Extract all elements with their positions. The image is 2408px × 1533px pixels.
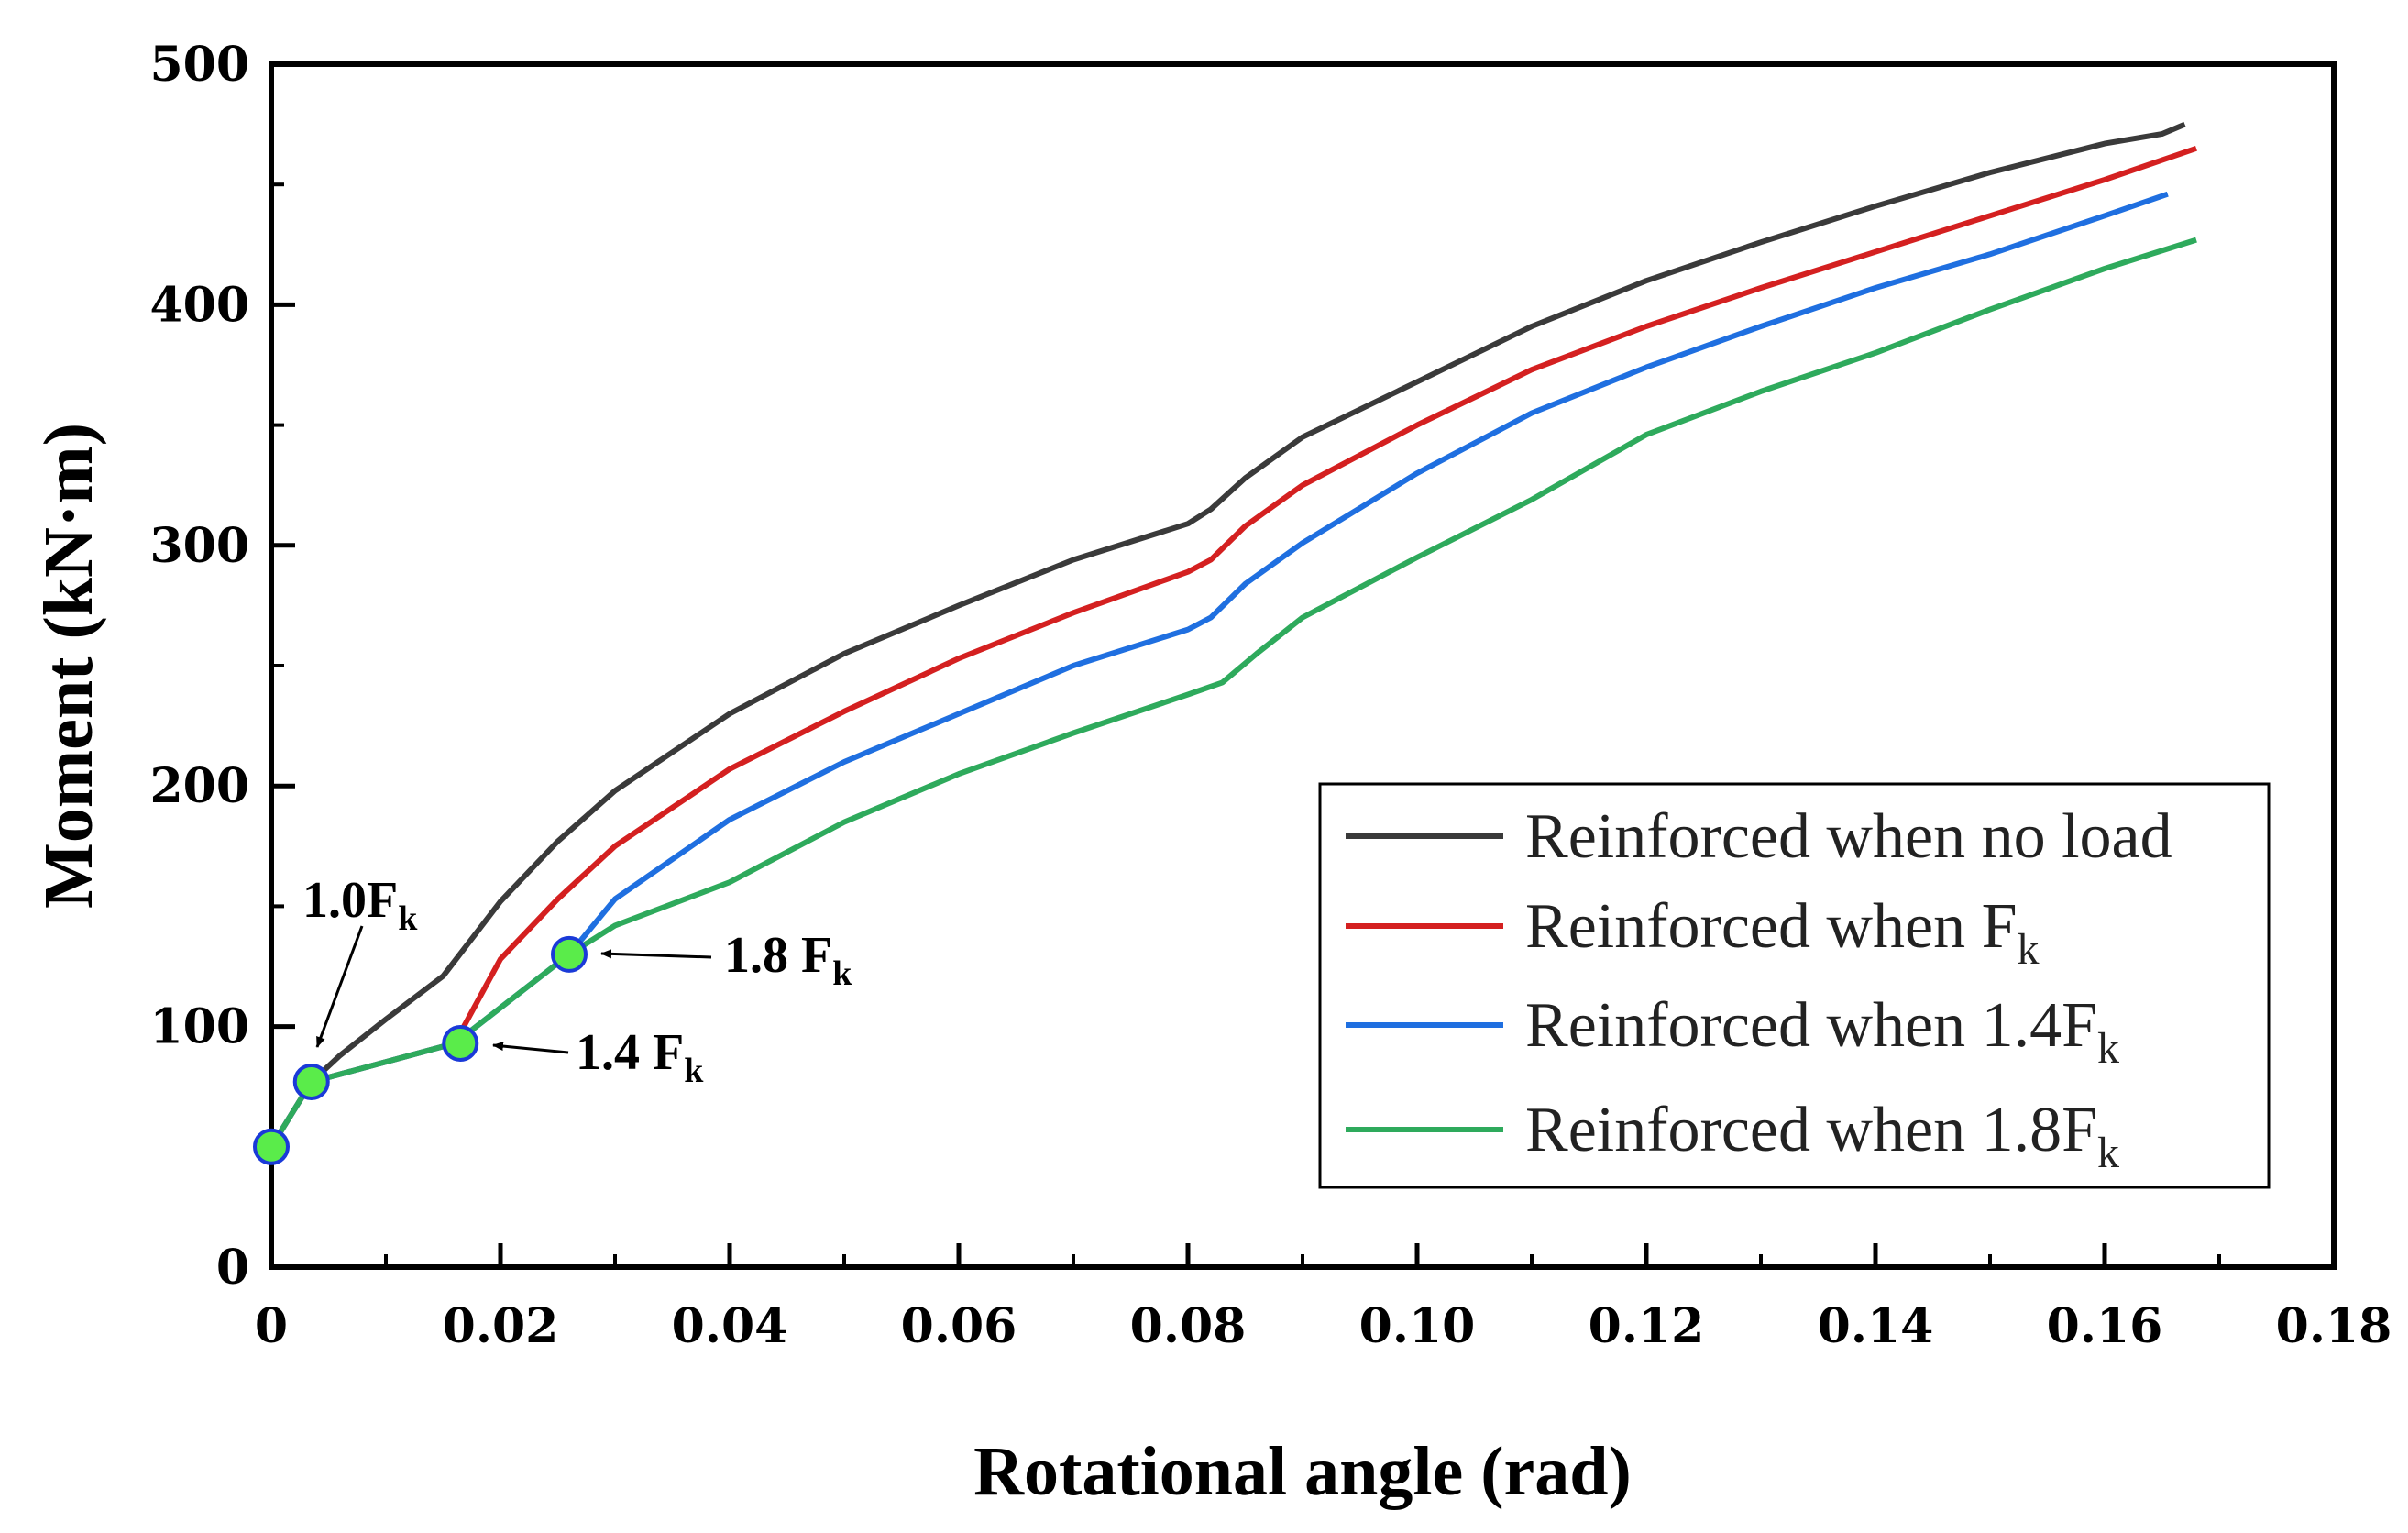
series-line-1: [269, 145, 2197, 1149]
x-tick-label: 0.12: [1589, 1298, 1705, 1354]
x-tick-label: 0.04: [672, 1298, 788, 1354]
x-tick-label: 0.16: [2047, 1298, 2163, 1354]
annotation-arrow-1-0fk: [315, 925, 364, 1048]
series-line-0: [269, 121, 2186, 1149]
y-tick-label: 200: [149, 758, 249, 814]
load-point-marker-0: [253, 1128, 290, 1165]
legend-label-no-load: Reinforced when no load: [1525, 801, 2172, 872]
y-tick-label: 0: [216, 1240, 249, 1296]
y-tick-label: 500: [149, 37, 249, 93]
marker-layer: [253, 935, 588, 1165]
y-tick-label: 100: [149, 999, 249, 1055]
legend-label-1-4fk: Reinforced when 1.4Fk: [1525, 990, 2119, 1073]
y-tick-label: 400: [149, 277, 249, 333]
x-tick-label: 0.10: [1359, 1298, 1476, 1354]
annotation-arrow-1-4fk: [492, 1042, 569, 1054]
legend-label-fk: Reinforced when Fk: [1525, 891, 2040, 974]
load-point-marker-2: [442, 1024, 479, 1062]
x-axis-ticks: 0 0.02 0.04 0.06 0.08 0.10 0.12 0.14 0.16 0.18: [255, 1243, 2392, 1354]
series-line-2: [269, 191, 2169, 1149]
annotation-1-0fk: 1.0Fk: [302, 872, 418, 938]
legend-label-1-8fk: Reinforced when 1.8Fk: [1525, 1095, 2119, 1177]
annotation-1-8fk: 1.8 Fk: [724, 927, 852, 993]
y-tick-label: 300: [149, 518, 249, 574]
load-point-marker-1: [292, 1063, 330, 1100]
x-tick-label: 0.02: [443, 1298, 559, 1354]
y-axis-ticks: 0 100 200 300 400 500: [149, 37, 295, 1296]
legend: Reinforced when no load Reinforced when …: [1318, 782, 2271, 1189]
x-tick-label: 0.06: [901, 1298, 1017, 1354]
x-tick-label: 0.18: [2276, 1298, 2392, 1354]
x-axis-title: Rotational angle (rad): [973, 1433, 1632, 1510]
annotation-layer: 1.0Fk 1.4 Fk 1.8 Fk: [302, 872, 852, 1090]
x-tick-label: 0.14: [1818, 1298, 1934, 1354]
legend-box: [1318, 782, 2271, 1189]
y-axis-title: Moment (kN·m): [30, 423, 107, 909]
x-tick-label: 0.08: [1130, 1298, 1247, 1354]
annotation-arrow-1-8fk: [600, 949, 712, 959]
x-tick-label: 0: [255, 1298, 288, 1354]
annotation-1-4fk: 1.4 Fk: [576, 1024, 704, 1090]
load-point-marker-3: [551, 935, 588, 973]
